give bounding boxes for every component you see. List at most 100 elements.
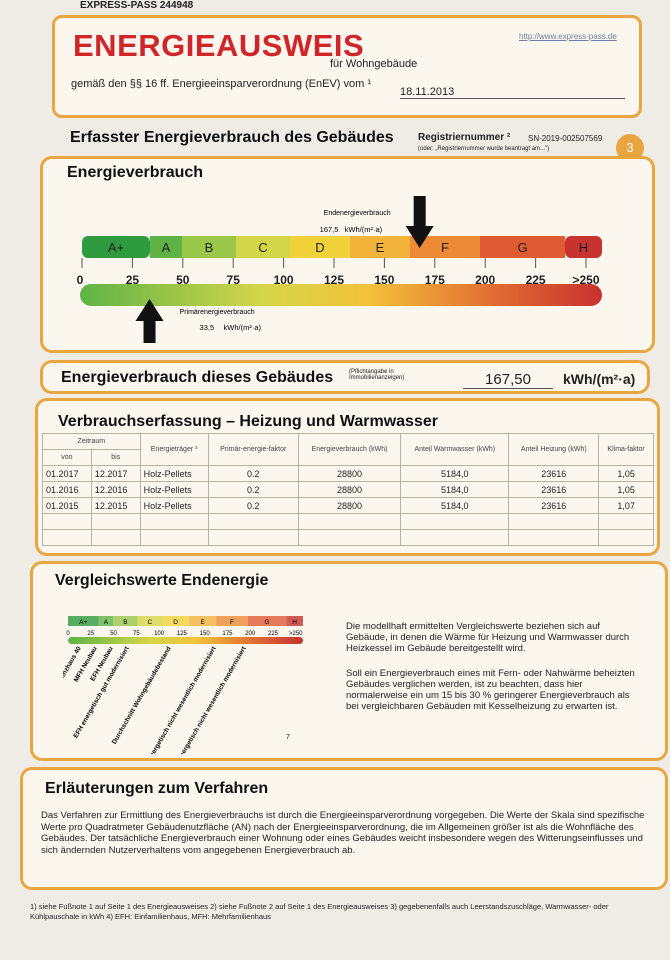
tick-label: 75 xyxy=(227,273,241,287)
reg-number: SN-2019-002507569 xyxy=(528,134,603,143)
table-cell: 01.2015 xyxy=(42,497,92,514)
end-energy-arrow xyxy=(405,196,434,248)
primary-energy-arrow xyxy=(135,299,164,343)
explanation-box: Erläuterungen zum Verfahren Das Verfahre… xyxy=(20,767,668,890)
table-cell: 01.2016 xyxy=(42,481,92,498)
tick-label: 175 xyxy=(425,273,445,287)
class-band xyxy=(247,616,287,626)
comparison-paragraph: Soll ein Energieverbrauch eines mit Fern… xyxy=(346,668,635,712)
end-energy-title: Endenergieverbrauch xyxy=(324,210,391,217)
class-label: F xyxy=(441,240,449,255)
energy-scale: A+ A B C D E F G H 0 25 50 75 100 125 150 175 200 225 >250 E… xyxy=(77,196,602,343)
consumption-value: 167,50 xyxy=(463,371,553,389)
section-title: Erfasster Energieverbrauch des Gebäudes xyxy=(70,129,394,146)
url: http://www.express-pass.de xyxy=(519,32,617,41)
table-cell: Holz-Pellets xyxy=(139,481,209,498)
table-cell: 5184,0 xyxy=(400,497,510,514)
comparison-footnote: 7 xyxy=(286,734,290,741)
class-label: H xyxy=(579,240,588,255)
class-label: G xyxy=(265,619,270,626)
class-label: E xyxy=(201,619,206,626)
class-label: C xyxy=(258,240,267,255)
table-cell xyxy=(90,513,141,530)
comparison-box: Vergleichswerte Endenergie A+ A B C D E F G H 0 25… xyxy=(30,561,668,761)
table-cell: 5184,0 xyxy=(400,481,510,498)
consumption-title: Energieverbrauch dieses Gebäudes xyxy=(61,369,334,386)
empty-row xyxy=(42,513,654,530)
class-band xyxy=(82,236,150,258)
table-cell xyxy=(139,513,209,530)
table-cell: 0.2 xyxy=(207,465,299,482)
explanation-title: Erläuterungen zum Verfahren xyxy=(45,780,269,797)
end-energy-value: 167,5 xyxy=(320,225,339,234)
header-cell: Zeitraum xyxy=(42,433,141,450)
header-cell: Klima-faktor xyxy=(598,433,654,466)
class-band xyxy=(68,616,99,626)
tick-label: 150 xyxy=(374,273,394,287)
table-cell: 1,07 xyxy=(598,497,654,514)
table-row: 01.2017 12.2017 Holz-Pellets 0.2 28800 5184,0… xyxy=(42,465,654,482)
table-box: Verbrauchserfassung – Heizung und Warmwa… xyxy=(35,398,660,556)
tick-label: 200 xyxy=(245,631,256,637)
header-cell: Anteil Heizung (kWh) xyxy=(508,433,600,466)
tick-label: >250 xyxy=(289,631,303,637)
table-cell xyxy=(598,513,654,530)
class-label: D xyxy=(173,619,178,626)
consumption-box: Energieverbrauch dieses Gebäudes (Pflich… xyxy=(40,360,650,394)
class-band xyxy=(98,616,114,626)
class-label: G xyxy=(517,240,527,255)
class-band xyxy=(286,616,303,626)
reg-note: (oder: „Registriernummer wurde beantragt… xyxy=(418,146,550,152)
header-cell: von xyxy=(42,449,92,466)
tick-label: 150 xyxy=(200,631,211,637)
table-cell xyxy=(297,513,402,530)
tick-label: 225 xyxy=(526,273,546,287)
class-label: A+ xyxy=(79,619,87,626)
class-label: D xyxy=(315,240,324,255)
class-band xyxy=(162,616,190,626)
tick-label: 25 xyxy=(126,273,140,287)
tick-label: 25 xyxy=(87,631,94,637)
class-label: A xyxy=(162,240,171,255)
footnotes: 1) siehe Fußnote 1 auf Seite 1 des Energ… xyxy=(30,902,609,921)
tick-label: 50 xyxy=(176,273,190,287)
tick-label: 0 xyxy=(66,631,70,637)
table-cell xyxy=(207,513,299,530)
table-cell: 12.2016 xyxy=(90,481,141,498)
consumption-table: Zeitraum Energieträger ³ Primär-energie-fa… xyxy=(42,433,654,546)
class-band xyxy=(350,236,410,258)
header-row: von bis xyxy=(42,449,654,466)
table-cell: 12.2017 xyxy=(90,465,141,482)
tick-label: 200 xyxy=(475,273,495,287)
comparison-label: MFH energetisch nicht wesentlich moderni… xyxy=(139,645,218,754)
primary-energy-value: 33,5 xyxy=(200,323,215,332)
table-cell: 1,05 xyxy=(598,481,654,498)
primary-energy-unit: kWh/(m²·a) xyxy=(224,323,262,332)
explanation-text: Das Verfahren zur Ermittlung des Energie… xyxy=(41,810,645,856)
table-cell: Holz-Pellets xyxy=(139,465,209,482)
table-row: 01.2016 12.2016 Holz-Pellets 0.2 28800 5184,0… xyxy=(42,481,654,498)
class-band xyxy=(565,236,602,258)
table-cell xyxy=(42,513,92,530)
tick-label: 175 xyxy=(222,631,233,637)
tick-label: 225 xyxy=(268,631,279,637)
date: 18.11.2013 xyxy=(400,86,625,99)
table-cell xyxy=(400,513,510,530)
title: ENERGIEAUSWEIS xyxy=(73,28,365,63)
header-cell: Primär-energie-faktor xyxy=(207,433,299,466)
table-cell xyxy=(42,529,92,546)
tick-label: 100 xyxy=(274,273,294,287)
table-row: 01.2015 12.2015 Holz-Pellets 0.2 28800 5184,0… xyxy=(42,497,654,514)
table-cell xyxy=(400,529,510,546)
tick-label: 100 xyxy=(154,631,165,637)
table-cell: 23616 xyxy=(508,497,600,514)
class-label: E xyxy=(376,240,385,255)
class-label: F xyxy=(230,619,234,626)
table-cell: 0.2 xyxy=(207,481,299,498)
class-label: H xyxy=(292,619,297,626)
table-cell: Holz-Pellets xyxy=(139,497,209,514)
class-label: A+ xyxy=(108,240,124,255)
header-cell: Anteil Warmwasser (kWh) xyxy=(400,433,510,466)
class-band xyxy=(236,236,290,258)
class-label: C xyxy=(147,619,152,626)
